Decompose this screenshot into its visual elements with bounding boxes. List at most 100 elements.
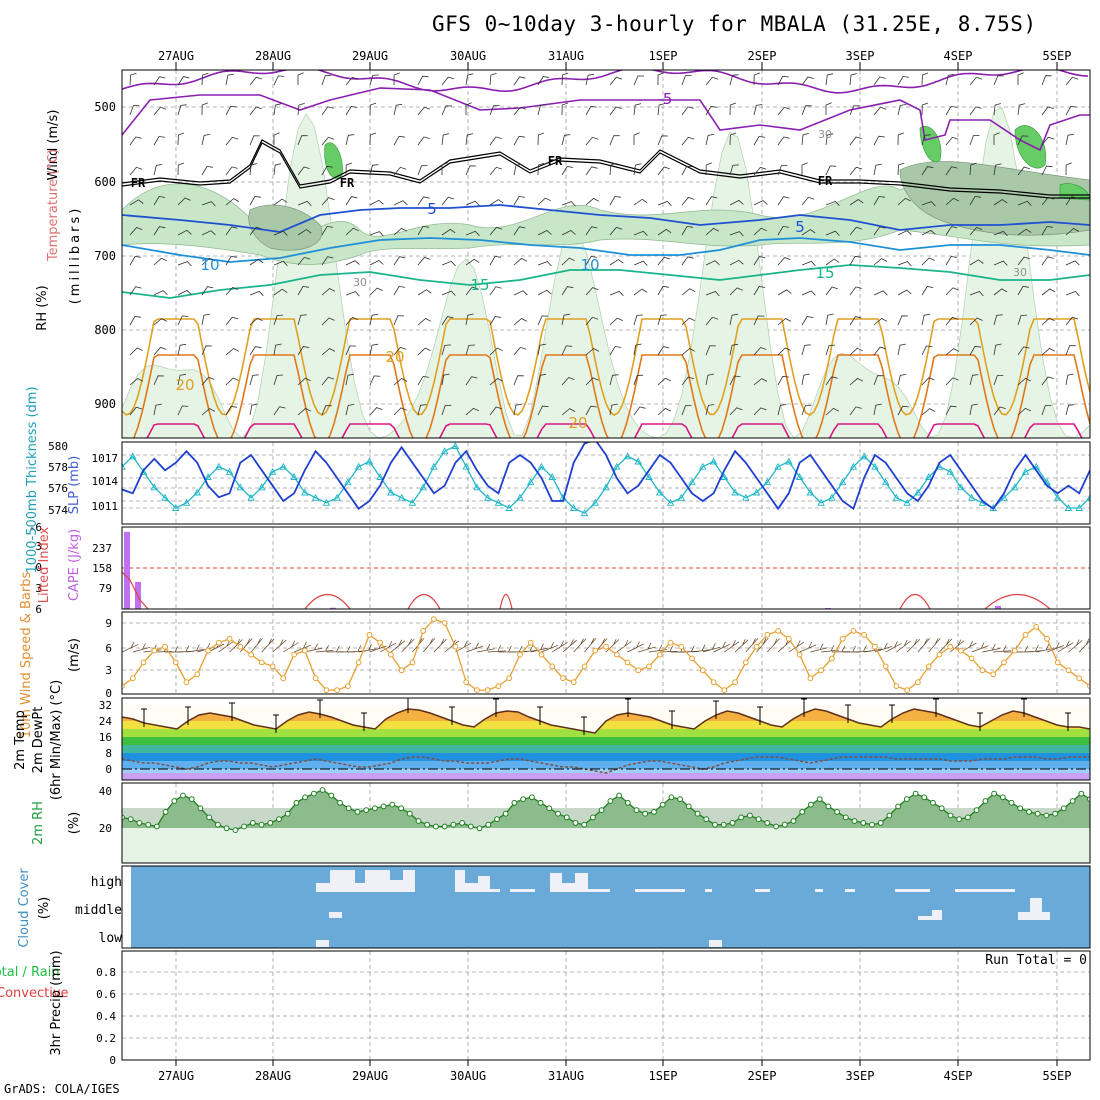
thickness-marker	[591, 498, 600, 506]
wind-barb-350	[825, 133, 834, 146]
temp-band-4	[122, 745, 1090, 753]
rh-marker	[965, 814, 971, 821]
wind-barb-237	[585, 348, 600, 356]
thickness-marker	[752, 488, 761, 496]
lifted-index-curve-4	[984, 594, 1051, 609]
thickness-marker	[569, 504, 578, 511]
wind-barb-252	[633, 75, 645, 86]
wind-barb-205	[537, 104, 547, 116]
wind-barb-62	[249, 135, 260, 146]
wind-marker	[624, 659, 631, 666]
wind-barb-446	[1017, 135, 1029, 146]
wind-barb-135	[393, 166, 407, 176]
thickness-marker	[645, 473, 653, 480]
temp-minmax-bar	[407, 698, 409, 713]
thickness-tick-3: 574	[48, 504, 68, 517]
rh-marker	[555, 810, 561, 817]
surface-barb	[810, 643, 828, 653]
rh-marker	[651, 809, 657, 815]
thickness-marker	[526, 478, 535, 486]
rh-marker	[215, 821, 221, 828]
wind-barb-418	[945, 377, 959, 386]
wind-barb-403	[921, 286, 934, 296]
wind-barb-421	[969, 106, 982, 116]
thickness-marker	[344, 478, 352, 486]
freezing-label-0: FR	[131, 176, 146, 190]
wind-barb-314	[753, 135, 766, 146]
wind-barb-26	[177, 132, 185, 146]
wind-marker	[205, 647, 211, 654]
wind-marker	[635, 667, 642, 674]
wind-barb-160	[441, 196, 455, 206]
wind-barb-253	[633, 103, 642, 116]
temp-minmax-bar	[625, 698, 631, 717]
wind-barb-393	[897, 343, 906, 356]
thickness-marker	[688, 478, 696, 486]
rh-marker	[764, 820, 771, 826]
freezing-level-line	[122, 139, 1090, 196]
wind-marker	[151, 647, 158, 654]
wind-barb-281	[681, 225, 694, 236]
temp-minmax-bar	[977, 712, 983, 731]
contour-label-8: 20	[175, 376, 194, 394]
wind-barb-366	[849, 255, 861, 266]
wind10m-ylabel: 10m Wind Speed & Barbs	[19, 572, 34, 739]
thickness-marker	[408, 498, 417, 506]
surface-barb	[724, 640, 740, 653]
wind-barb-436	[993, 199, 1008, 206]
temp-minmax-bar	[537, 706, 543, 725]
wind-barb-224	[561, 313, 570, 326]
wind-marker	[775, 628, 781, 634]
rh-marker	[249, 820, 256, 826]
cape-ylabel: CAPE (J/kg)	[67, 529, 82, 601]
wind-marker	[678, 643, 685, 650]
thickness-marker	[924, 473, 933, 480]
temp-tick-4: 0	[105, 763, 112, 776]
wind-marker	[947, 643, 954, 650]
wind-barb-197	[513, 226, 526, 236]
wind-barb-198	[513, 257, 528, 266]
wind-barb-184	[489, 199, 504, 206]
wind-barb-124	[369, 199, 384, 206]
rh-marker	[869, 821, 875, 828]
wind-barb-78	[273, 260, 288, 266]
surface-barb	[186, 644, 205, 653]
wind-barb-368	[849, 316, 862, 326]
wind-barb-6	[129, 255, 142, 266]
thickness-marker	[763, 478, 772, 486]
wind-barb-74	[273, 132, 280, 145]
rh-marker	[938, 805, 945, 812]
wind-barb-90	[297, 256, 311, 266]
wind-marker	[388, 651, 394, 658]
pressure-tick-0: 500	[94, 100, 116, 114]
rh-marker	[668, 794, 675, 801]
thickness-marker	[301, 488, 309, 496]
surface-barb	[584, 637, 597, 653]
thickness-marker	[914, 488, 922, 496]
wind-barb-55	[225, 287, 239, 296]
wind-barb-330	[777, 257, 791, 266]
surface-barb	[745, 638, 759, 653]
wind-barb-107	[321, 405, 332, 416]
wind-barb-40	[201, 201, 216, 207]
wind-marker	[872, 643, 878, 650]
wind-barb-1	[129, 105, 140, 116]
wind-barb-123	[369, 164, 379, 176]
wind-barb-460	[1041, 196, 1055, 206]
wind-barb-456	[1041, 75, 1052, 86]
wind-barb-398	[921, 134, 931, 146]
wind-marker	[796, 651, 803, 658]
wind-barb-255	[633, 163, 642, 176]
wind-barb-178	[465, 376, 478, 386]
surface-barb	[1089, 651, 1090, 652]
wind-barb-378	[873, 258, 888, 266]
wind-barb-321	[753, 347, 767, 356]
thickness-marker	[494, 498, 503, 506]
wind-barb-334	[777, 375, 789, 386]
wind-marker	[549, 663, 556, 670]
thickness-marker	[505, 504, 513, 511]
page-title: GFS 0~10day 3-hourly for MBALA (31.25E, …	[432, 12, 1037, 36]
surface-barb	[896, 639, 911, 653]
rh-marker	[834, 809, 840, 815]
rh-marker	[354, 809, 361, 815]
